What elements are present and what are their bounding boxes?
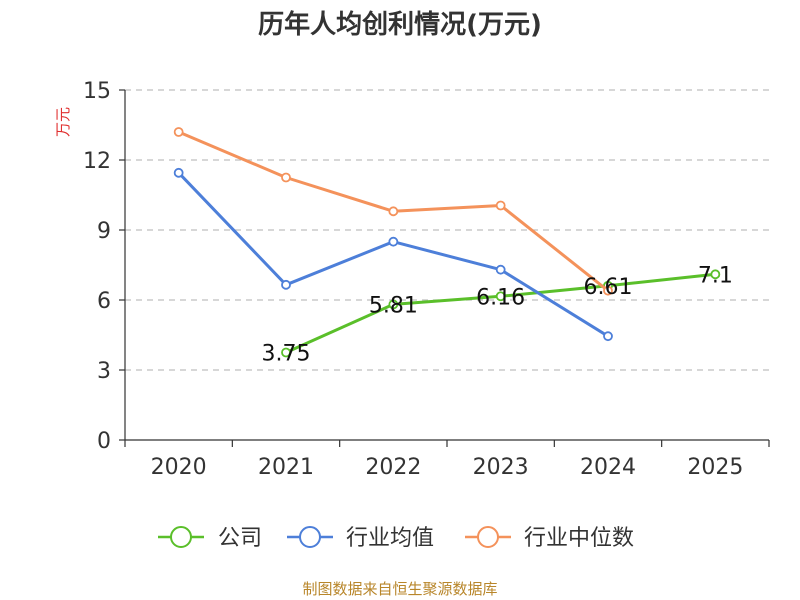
y-tick-label: 15	[83, 79, 111, 104]
legend-label: 行业均值	[346, 526, 434, 551]
data-point[interactable]	[281, 172, 291, 183]
data-labels: 3.75 5.81 6.16 6.61 7.1	[262, 263, 733, 366]
chart-title: 历年人均创利情况(万元)	[258, 9, 542, 40]
legend-swatch-marker	[299, 526, 321, 548]
legend-item-0[interactable]: 公司	[158, 526, 262, 551]
legend[interactable]: 公司 行业均值 行业中位数	[158, 526, 634, 551]
y-tick-label: 3	[97, 359, 111, 384]
legend-swatch-marker	[477, 526, 499, 548]
data-point[interactable]	[173, 127, 184, 137]
data-point[interactable]	[495, 200, 506, 211]
y-tick-label: 0	[97, 429, 111, 454]
data-point[interactable]	[495, 291, 506, 302]
x-tick-label-2023: 2023	[473, 455, 529, 480]
data-label-2023: 6.16	[476, 285, 525, 310]
series	[173, 127, 721, 358]
legend-label: 行业中位数	[524, 526, 634, 551]
data-label-2025: 7.1	[698, 263, 733, 288]
x-tick-label-2022: 2022	[365, 455, 421, 480]
legend-label: 公司	[218, 526, 262, 551]
source-note: 制图数据来自恒生聚源数据库	[302, 580, 497, 598]
data-point[interactable]	[495, 264, 506, 275]
legend-item-1[interactable]: 行业均值	[287, 526, 434, 551]
data-point[interactable]	[603, 331, 613, 342]
data-point[interactable]	[710, 269, 721, 280]
data-point[interactable]	[173, 167, 184, 178]
data-point[interactable]	[281, 279, 291, 290]
data-point[interactable]	[603, 285, 613, 296]
y-tick-label: 6	[97, 289, 111, 314]
axes: 0 3 6 9 12 15 2020 2021 2022 2023 2024 2025	[83, 79, 770, 480]
x-tick-label-2020: 2020	[151, 455, 207, 480]
x-tick-label-2021: 2021	[258, 455, 314, 480]
x-tick-label-2024: 2024	[580, 455, 636, 480]
y-tick-label: 9	[97, 219, 111, 244]
data-point[interactable]	[281, 347, 291, 358]
data-point[interactable]	[388, 236, 399, 247]
data-label-2024: 6.61	[584, 275, 633, 300]
y-tick-label: 12	[83, 149, 111, 174]
legend-item-2[interactable]: 行业中位数	[465, 526, 634, 551]
y-axis-label: 万元	[54, 107, 72, 137]
legend-swatch-marker	[170, 526, 192, 548]
x-tick-label-2025: 2025	[687, 455, 743, 480]
data-point[interactable]	[388, 206, 399, 217]
data-label-2021: 3.75	[262, 342, 311, 367]
data-label-2022: 5.81	[369, 293, 418, 318]
grid	[125, 89, 769, 371]
data-point[interactable]	[388, 299, 399, 310]
